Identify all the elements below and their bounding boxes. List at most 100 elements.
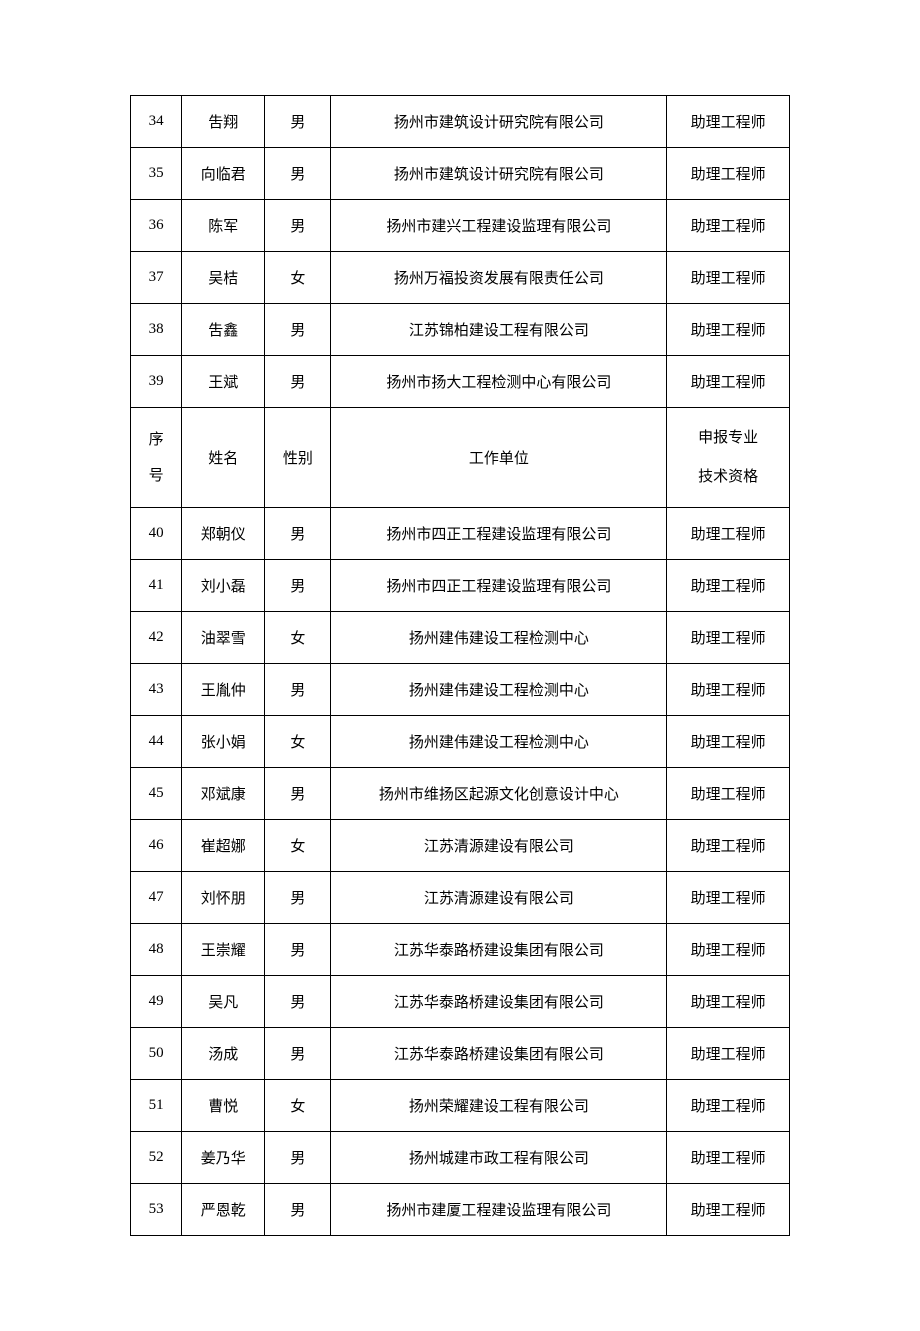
cell-seq: 38 (131, 304, 182, 356)
header-row: 序 号 姓名 性别 工作单位 申报专业 技术资格 (131, 408, 790, 508)
cell-title: 助理工程师 (667, 768, 790, 820)
cell-name: 刘小磊 (182, 560, 265, 612)
table-row: 43王胤仲男扬州建伟建设工程检测中心助理工程师 (131, 664, 790, 716)
cell-gender: 女 (265, 252, 331, 304)
cell-seq: 37 (131, 252, 182, 304)
header-gender: 性别 (265, 408, 331, 508)
cell-seq: 41 (131, 560, 182, 612)
cell-gender: 女 (265, 1080, 331, 1132)
cell-gender: 女 (265, 612, 331, 664)
cell-name: 汤成 (182, 1028, 265, 1080)
cell-name: 吿鑫 (182, 304, 265, 356)
cell-name: 郑朝仪 (182, 508, 265, 560)
cell-name: 张小娟 (182, 716, 265, 768)
cell-title: 助理工程师 (667, 560, 790, 612)
cell-gender: 男 (265, 1028, 331, 1080)
cell-title: 助理工程师 (667, 1028, 790, 1080)
table-row: 48王崇耀男江苏华泰路桥建设集团有限公司助理工程师 (131, 924, 790, 976)
cell-seq: 42 (131, 612, 182, 664)
header-seq: 序 号 (131, 408, 182, 508)
header-name: 姓名 (182, 408, 265, 508)
cell-org: 扬州建伟建设工程检测中心 (331, 664, 667, 716)
header-seq-char2: 号 (135, 458, 177, 494)
cell-org: 扬州市扬大工程检测中心有限公司 (331, 356, 667, 408)
cell-org: 江苏华泰路桥建设集团有限公司 (331, 976, 667, 1028)
table-row: 47刘怀朋男江苏清源建设有限公司助理工程师 (131, 872, 790, 924)
cell-name: 崔超娜 (182, 820, 265, 872)
cell-title: 助理工程师 (667, 200, 790, 252)
table-body-before: 34吿翔男扬州市建筑设计研究院有限公司助理工程师35向临君男扬州市建筑设计研究院… (131, 96, 790, 408)
table-row: 34吿翔男扬州市建筑设计研究院有限公司助理工程师 (131, 96, 790, 148)
cell-org: 扬州建伟建设工程检测中心 (331, 612, 667, 664)
cell-seq: 35 (131, 148, 182, 200)
cell-title: 助理工程师 (667, 1132, 790, 1184)
cell-gender: 男 (265, 304, 331, 356)
cell-org: 扬州万福投资发展有限责任公司 (331, 252, 667, 304)
cell-org: 扬州市建厦工程建设监理有限公司 (331, 1184, 667, 1236)
cell-gender: 男 (265, 768, 331, 820)
cell-gender: 男 (265, 924, 331, 976)
table-row: 46崔超娜女江苏清源建设有限公司助理工程师 (131, 820, 790, 872)
table-row: 42油翠雪女扬州建伟建设工程检测中心助理工程师 (131, 612, 790, 664)
table-body-after: 40郑朝仪男扬州市四正工程建设监理有限公司助理工程师41刘小磊男扬州市四正工程建… (131, 508, 790, 1236)
cell-title: 助理工程师 (667, 924, 790, 976)
cell-gender: 男 (265, 560, 331, 612)
cell-seq: 53 (131, 1184, 182, 1236)
table-row: 49吴凡男江苏华泰路桥建设集团有限公司助理工程师 (131, 976, 790, 1028)
cell-org: 扬州市四正工程建设监理有限公司 (331, 508, 667, 560)
cell-org: 扬州市建兴工程建设监理有限公司 (331, 200, 667, 252)
cell-name: 向临君 (182, 148, 265, 200)
table-header-section: 序 号 姓名 性别 工作单位 申报专业 技术资格 (131, 408, 790, 508)
cell-title: 助理工程师 (667, 976, 790, 1028)
cell-org: 江苏锦柏建设工程有限公司 (331, 304, 667, 356)
table-row: 40郑朝仪男扬州市四正工程建设监理有限公司助理工程师 (131, 508, 790, 560)
cell-gender: 男 (265, 1184, 331, 1236)
table-row: 37吴桔女扬州万福投资发展有限责任公司助理工程师 (131, 252, 790, 304)
cell-title: 助理工程师 (667, 148, 790, 200)
cell-name: 陈军 (182, 200, 265, 252)
table-row: 39王斌男扬州市扬大工程检测中心有限公司助理工程师 (131, 356, 790, 408)
cell-org: 扬州建伟建设工程检测中心 (331, 716, 667, 768)
cell-seq: 51 (131, 1080, 182, 1132)
header-title: 申报专业 技术资格 (667, 408, 790, 508)
cell-org: 扬州市维扬区起源文化创意设计中心 (331, 768, 667, 820)
cell-gender: 女 (265, 716, 331, 768)
cell-seq: 34 (131, 96, 182, 148)
cell-gender: 男 (265, 148, 331, 200)
cell-org: 江苏华泰路桥建设集团有限公司 (331, 924, 667, 976)
cell-gender: 男 (265, 200, 331, 252)
cell-name: 王胤仲 (182, 664, 265, 716)
cell-title: 助理工程师 (667, 820, 790, 872)
cell-seq: 52 (131, 1132, 182, 1184)
cell-title: 助理工程师 (667, 508, 790, 560)
cell-seq: 39 (131, 356, 182, 408)
personnel-table: 34吿翔男扬州市建筑设计研究院有限公司助理工程师35向临君男扬州市建筑设计研究院… (130, 95, 790, 1236)
cell-gender: 男 (265, 508, 331, 560)
cell-gender: 男 (265, 96, 331, 148)
cell-title: 助理工程师 (667, 1184, 790, 1236)
cell-seq: 47 (131, 872, 182, 924)
cell-name: 姜乃华 (182, 1132, 265, 1184)
cell-title: 助理工程师 (667, 96, 790, 148)
cell-name: 王崇耀 (182, 924, 265, 976)
cell-name: 刘怀朋 (182, 872, 265, 924)
cell-gender: 男 (265, 356, 331, 408)
cell-title: 助理工程师 (667, 612, 790, 664)
header-title-line1: 申报专业 (671, 419, 785, 458)
cell-org: 江苏清源建设有限公司 (331, 820, 667, 872)
table-row: 50汤成男江苏华泰路桥建设集团有限公司助理工程师 (131, 1028, 790, 1080)
cell-gender: 男 (265, 976, 331, 1028)
cell-seq: 43 (131, 664, 182, 716)
cell-org: 扬州市建筑设计研究院有限公司 (331, 148, 667, 200)
cell-name: 严恩乾 (182, 1184, 265, 1236)
cell-seq: 46 (131, 820, 182, 872)
table-row: 41刘小磊男扬州市四正工程建设监理有限公司助理工程师 (131, 560, 790, 612)
cell-seq: 40 (131, 508, 182, 560)
cell-org: 扬州荣耀建设工程有限公司 (331, 1080, 667, 1132)
table-row: 35向临君男扬州市建筑设计研究院有限公司助理工程师 (131, 148, 790, 200)
cell-gender: 男 (265, 664, 331, 716)
cell-org: 扬州城建市政工程有限公司 (331, 1132, 667, 1184)
header-org: 工作单位 (331, 408, 667, 508)
table-row: 44张小娟女扬州建伟建设工程检测中心助理工程师 (131, 716, 790, 768)
cell-org: 扬州市建筑设计研究院有限公司 (331, 96, 667, 148)
